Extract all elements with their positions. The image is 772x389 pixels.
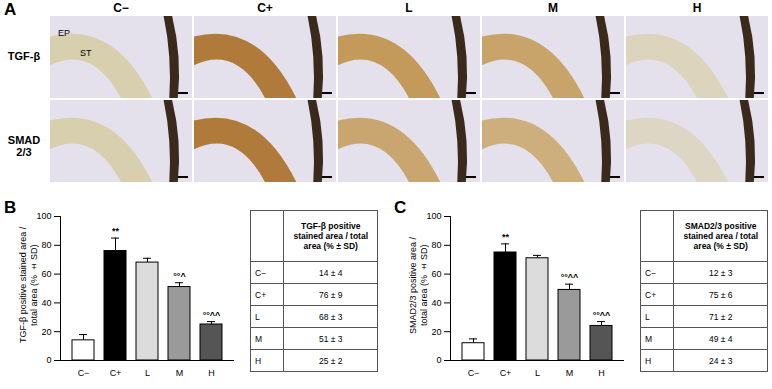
svg-text:60: 60 bbox=[431, 269, 441, 279]
html-text:12 ± 3: 12 ± 3 bbox=[708, 267, 733, 278]
html-text:68 ± 3: 68 ± 3 bbox=[318, 311, 343, 322]
html-text:L: L bbox=[405, 1, 413, 15]
html-text:L: L bbox=[645, 311, 650, 322]
html-text:SMAD2/3 positive area /: SMAD2/3 positive area / bbox=[408, 236, 418, 334]
svg-text:40: 40 bbox=[41, 298, 51, 308]
html-text:TGF-β positive stained area /: TGF-β positive stained area / total area… bbox=[293, 221, 368, 251]
svg-text:L: L bbox=[145, 368, 150, 378]
html-text:SMAD2/3 positive stained area: SMAD2/3 positive stained area / total ar… bbox=[683, 221, 758, 251]
html-text:H: H bbox=[645, 355, 652, 366]
html-text:A: A bbox=[4, 0, 17, 19]
html-text:TGF-β: TGF-β bbox=[7, 50, 41, 62]
html-text:C−: C− bbox=[645, 267, 657, 278]
svg-text:80: 80 bbox=[41, 240, 51, 250]
html-text:B: B bbox=[4, 198, 17, 217]
html-text:76 ± 9: 76 ± 9 bbox=[318, 289, 343, 300]
html-text:TGF-β positive stained area /: TGF-β positive stained area / bbox=[18, 226, 28, 344]
html-text:M: M bbox=[645, 333, 653, 344]
svg-text:H: H bbox=[598, 368, 605, 378]
svg-text:C+: C+ bbox=[500, 368, 512, 378]
svg-text:ST: ST bbox=[80, 48, 92, 58]
svg-text:60: 60 bbox=[41, 269, 51, 279]
svg-text:C+: C+ bbox=[110, 368, 122, 378]
svg-text:**: ** bbox=[502, 232, 510, 242]
html-text:M: M bbox=[255, 333, 263, 344]
svg-text:0: 0 bbox=[436, 355, 441, 365]
svg-text:0: 0 bbox=[46, 355, 51, 365]
html-text:71 ± 2: 71 ± 2 bbox=[708, 311, 733, 322]
svg-text:100: 100 bbox=[426, 211, 441, 221]
html-text:total area (% ± SD): total area (% ± SD) bbox=[29, 244, 39, 326]
svg-text:M: M bbox=[566, 368, 574, 378]
svg-text:**: ** bbox=[112, 226, 120, 236]
html-text:H: H bbox=[255, 355, 262, 366]
svg-text:H: H bbox=[208, 368, 215, 378]
svg-text:EP: EP bbox=[58, 28, 70, 38]
html-text:75 ± 6: 75 ± 6 bbox=[708, 289, 733, 300]
svg-text:C−: C− bbox=[78, 368, 90, 378]
html-text:H: H bbox=[692, 1, 702, 15]
svg-text:80: 80 bbox=[431, 240, 441, 250]
svg-text:°°^^: °°^^ bbox=[203, 310, 221, 320]
html-text:C−: C− bbox=[255, 267, 267, 278]
svg-text:20: 20 bbox=[431, 327, 441, 337]
html-text:SMAD 2/3: SMAD 2/3 bbox=[7, 134, 41, 158]
html-text:51 ± 3: 51 ± 3 bbox=[318, 333, 343, 344]
html-text:14 ± 4: 14 ± 4 bbox=[318, 267, 343, 278]
html-text:C+: C+ bbox=[645, 289, 657, 300]
svg-text:°°^^: °°^^ bbox=[593, 310, 611, 320]
html-text:49 ± 4: 49 ± 4 bbox=[708, 333, 733, 344]
svg-text:100: 100 bbox=[36, 211, 51, 221]
html-text:25 ± 2: 25 ± 2 bbox=[318, 355, 343, 366]
html-text:C−: C− bbox=[113, 1, 129, 15]
html-text:total area (% ± SD): total area (% ± SD) bbox=[419, 244, 429, 326]
html-text:L: L bbox=[255, 311, 260, 322]
html-text:C+: C+ bbox=[257, 1, 273, 15]
svg-text:°°^: °°^ bbox=[173, 271, 186, 281]
html-text:M: M bbox=[548, 1, 558, 15]
svg-text:20: 20 bbox=[41, 327, 51, 337]
svg-text:C−: C− bbox=[468, 368, 480, 378]
svg-text:40: 40 bbox=[431, 298, 441, 308]
html-text:24 ± 3: 24 ± 3 bbox=[708, 355, 733, 366]
html-text:C+: C+ bbox=[255, 289, 267, 300]
svg-text:M: M bbox=[176, 368, 184, 378]
html-text:C: C bbox=[394, 198, 407, 217]
svg-text:L: L bbox=[535, 368, 540, 378]
svg-text:°°^^: °°^^ bbox=[561, 272, 579, 282]
